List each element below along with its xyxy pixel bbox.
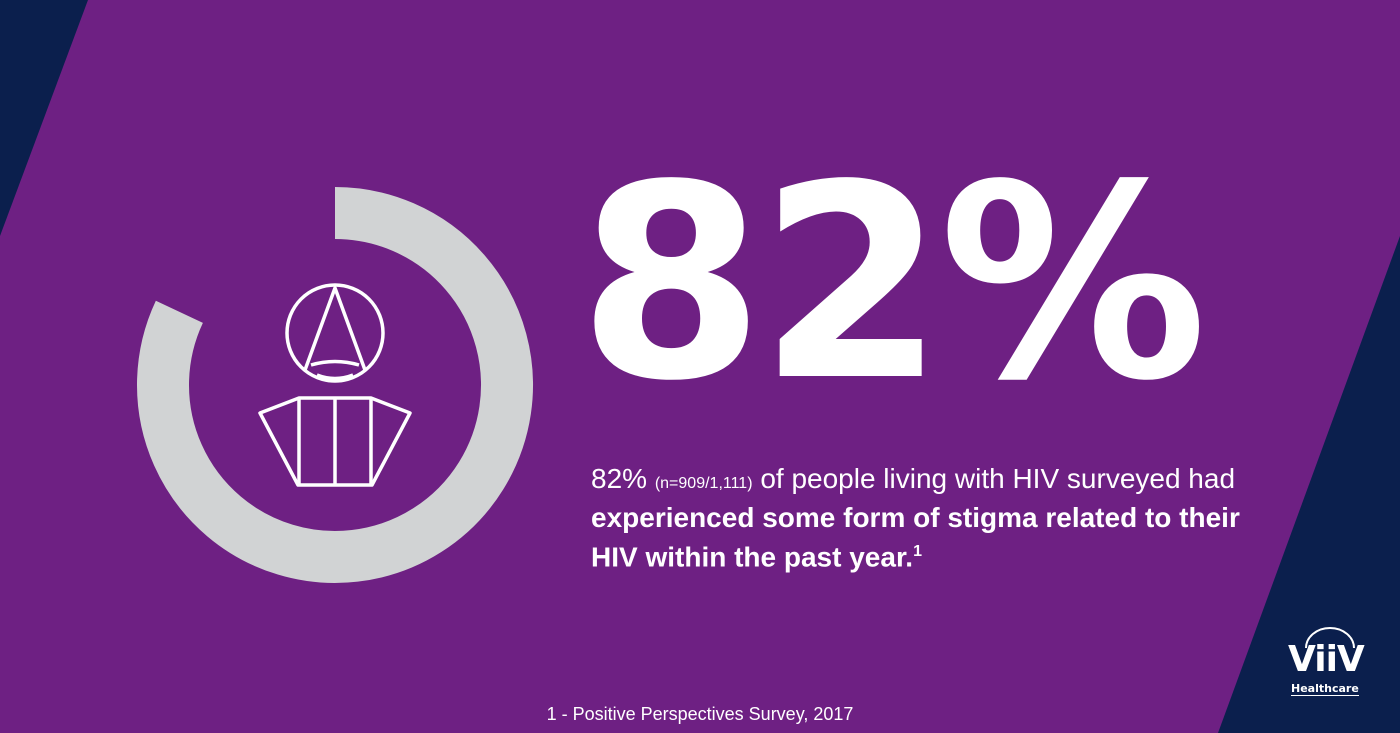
progress-ring xyxy=(137,187,533,583)
source-footnote: 1 - Positive Perspectives Survey, 2017 xyxy=(546,704,854,724)
description-lead-value: 82% xyxy=(591,463,648,494)
footnote-reference: 1 xyxy=(913,543,922,560)
viiv-logo: ViiV Healthcare xyxy=(1282,626,1374,698)
person-outline-icon xyxy=(258,283,412,487)
description-plain-text: of people living with HIV surveyed had xyxy=(760,463,1236,494)
logo-subtitle: Healthcare xyxy=(1291,682,1359,696)
logo-arc-icon xyxy=(1305,627,1355,649)
description-bold-text: experienced some form of stigma related … xyxy=(591,502,1240,573)
headline-percentage: 82% xyxy=(578,128,1207,440)
stat-description: 82% (n=909/1,111) of people living with … xyxy=(591,462,1291,574)
sample-size: (n=909/1,111) xyxy=(654,475,753,492)
logo-wordmark: ViiV xyxy=(1288,639,1365,680)
ring-filled-arc xyxy=(137,187,533,583)
